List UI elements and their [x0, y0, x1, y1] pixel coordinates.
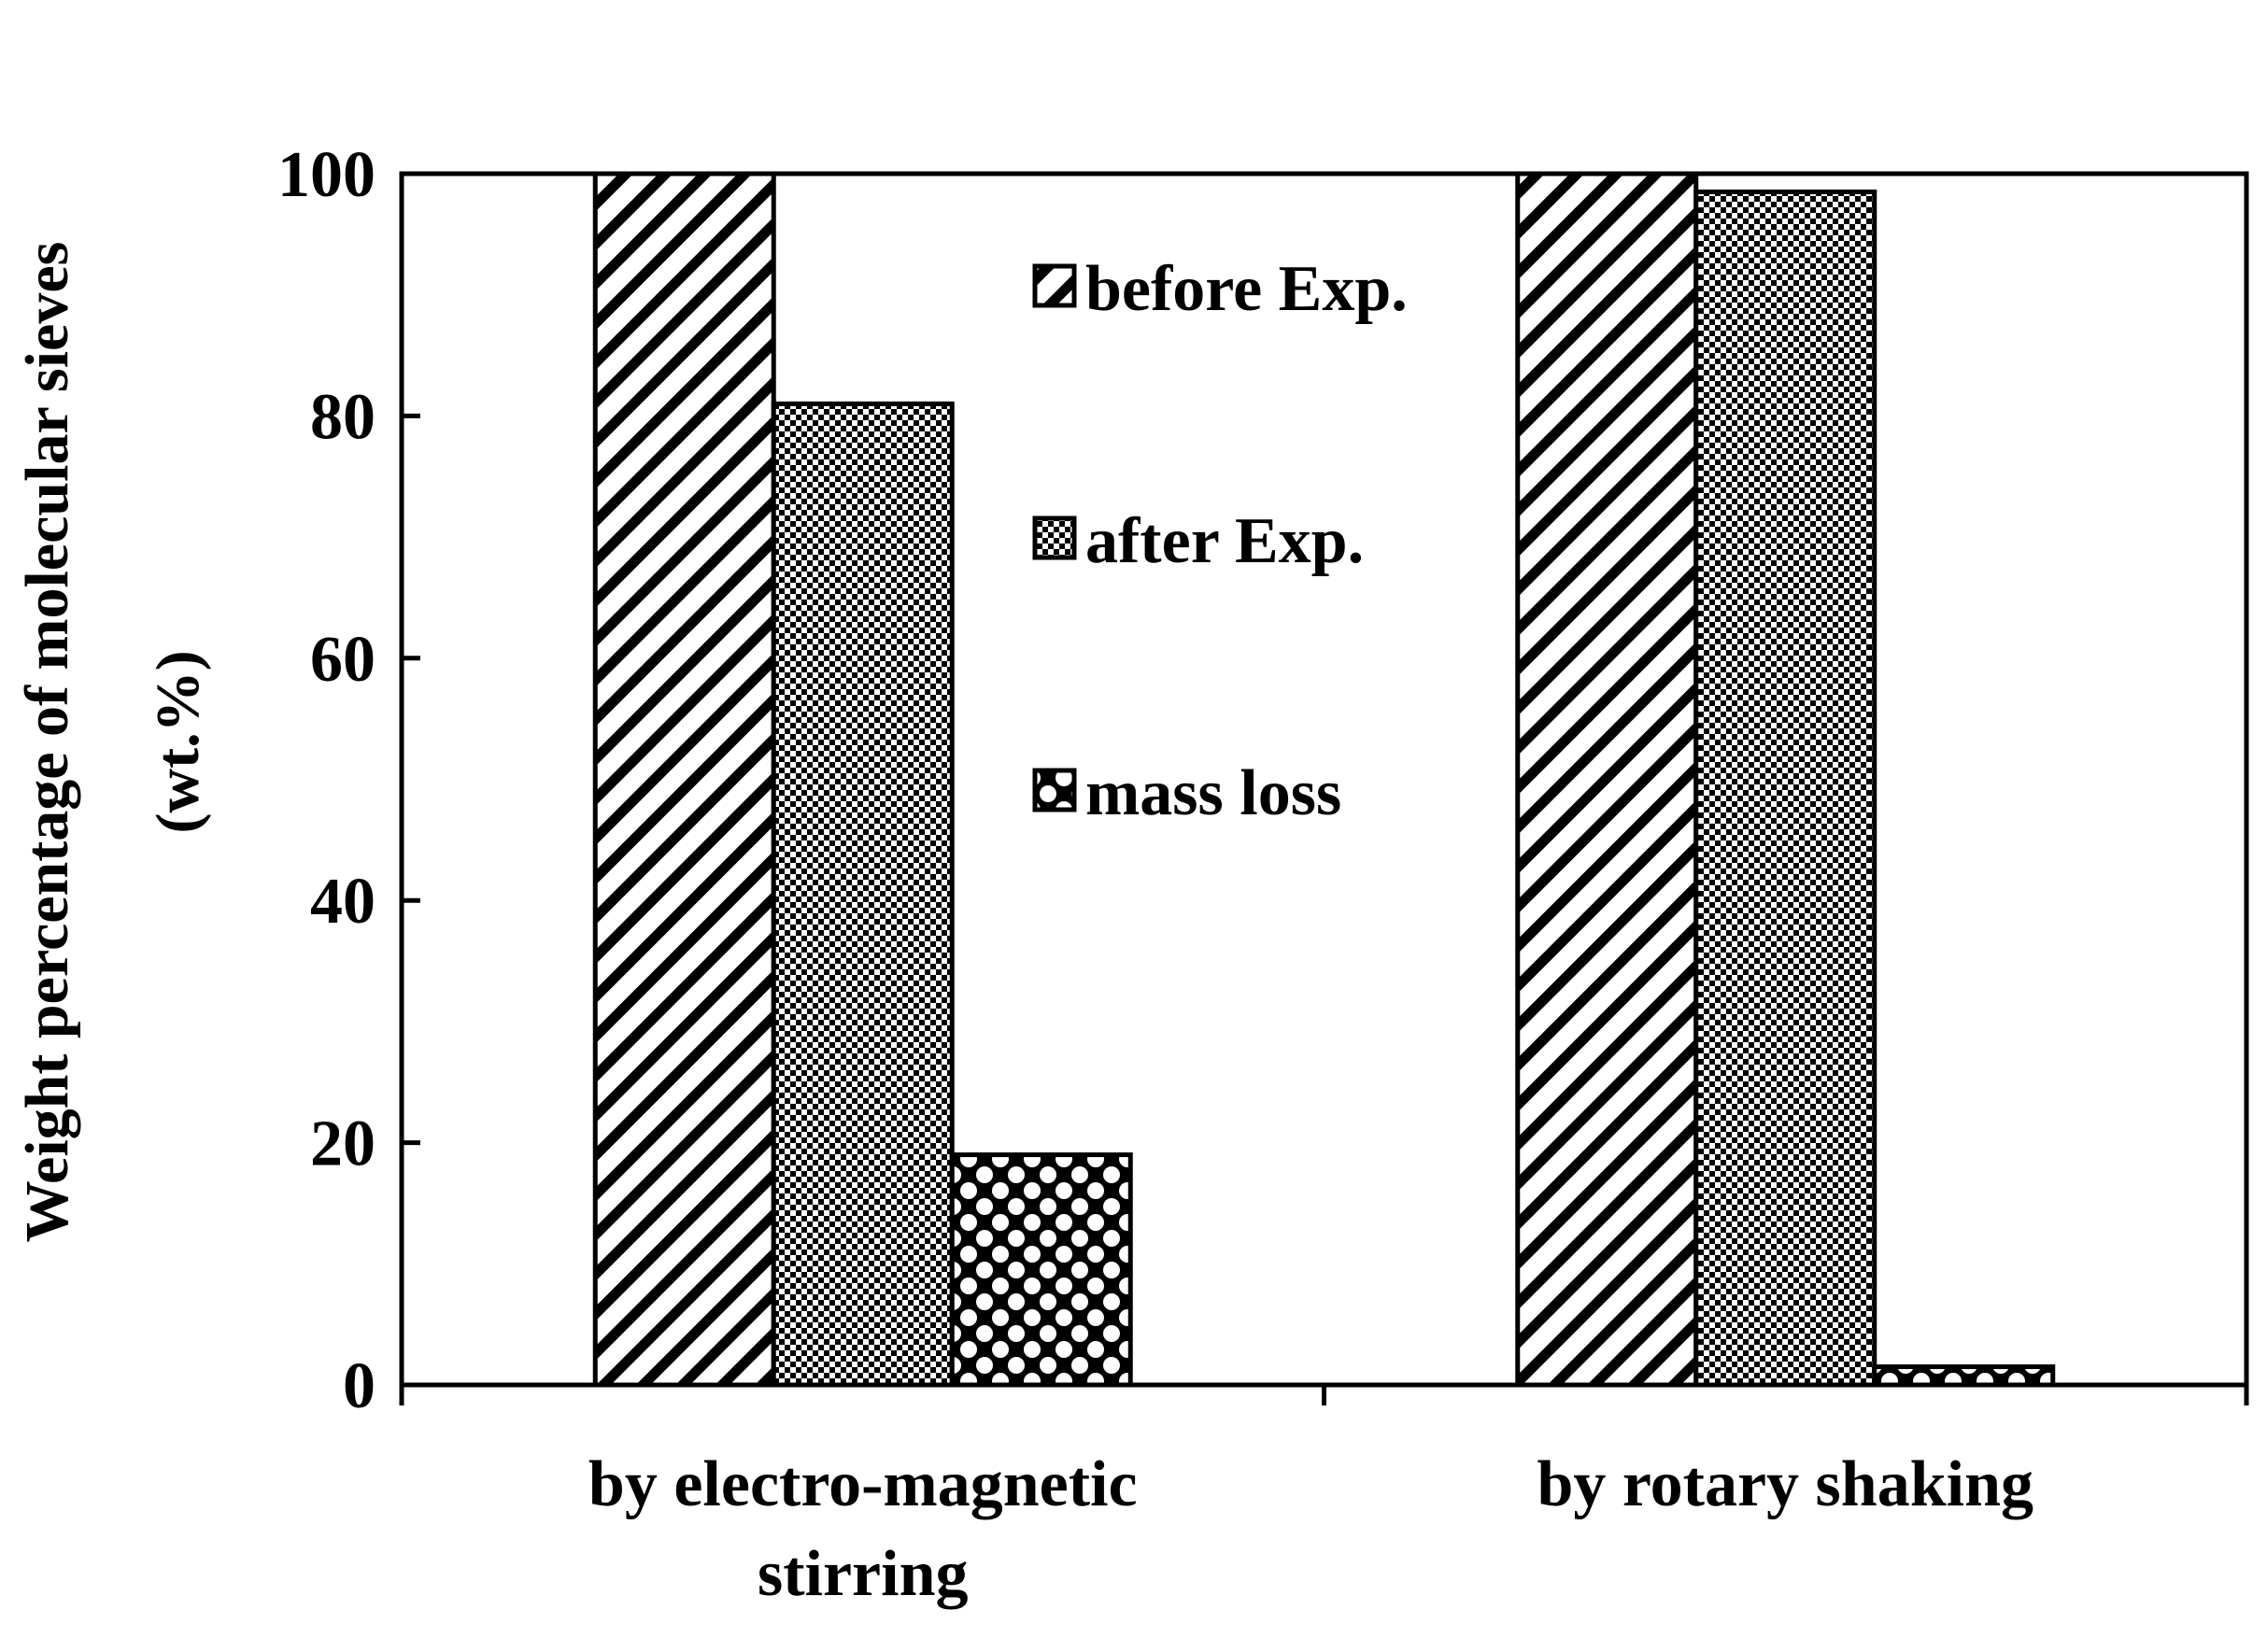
x-axis-labels: by electro-magnetic stirring by rotary sha…	[588, 1448, 2033, 1610]
y-axis: 0 20 40 60 80 100	[277, 139, 420, 1422]
legend-swatch	[1032, 768, 1077, 812]
legend-item: mass loss	[1032, 757, 1341, 829]
legend-label: after Exp.	[1085, 505, 1364, 577]
legend-label: mass loss	[1085, 757, 1341, 829]
plot-frame	[399, 171, 2249, 1405]
y-tick-label: 0	[343, 1350, 375, 1422]
legend: before Exp. after Exp. mass loss	[1032, 253, 1408, 829]
y-tick-label: 60	[310, 624, 375, 696]
bar-after-exp-2	[1693, 189, 1877, 1388]
y-tick-label: 100	[277, 139, 375, 211]
x-category-label: by rotary shaking	[1537, 1448, 2033, 1520]
y-tick-label: 20	[310, 1108, 375, 1180]
y-axis-title-unit: (wt.%)	[144, 650, 212, 833]
y-axis-title: Weight percentage of molecular sieves (w…	[13, 242, 212, 1243]
bar-after-exp-1	[771, 401, 955, 1388]
y-tick-label: 80	[310, 381, 375, 453]
legend-item: before Exp.	[1032, 253, 1408, 325]
legend-swatch	[1032, 515, 1077, 560]
bar-mass-loss-2	[1872, 1364, 2056, 1388]
x-category-label: stirring	[758, 1538, 969, 1610]
legend-swatch	[1032, 263, 1077, 308]
legend-label: before Exp.	[1085, 253, 1408, 325]
bar-before-exp-1	[592, 171, 776, 1388]
y-axis-title-text: Weight percentage of molecular sieves	[13, 242, 81, 1243]
x-category-label: by electro-magnetic	[588, 1448, 1138, 1520]
legend-item: after Exp.	[1032, 505, 1364, 577]
bar-before-exp-2	[1515, 171, 1699, 1388]
y-tick-label: 40	[310, 866, 375, 938]
bar-mass-loss-1	[949, 1152, 1133, 1388]
